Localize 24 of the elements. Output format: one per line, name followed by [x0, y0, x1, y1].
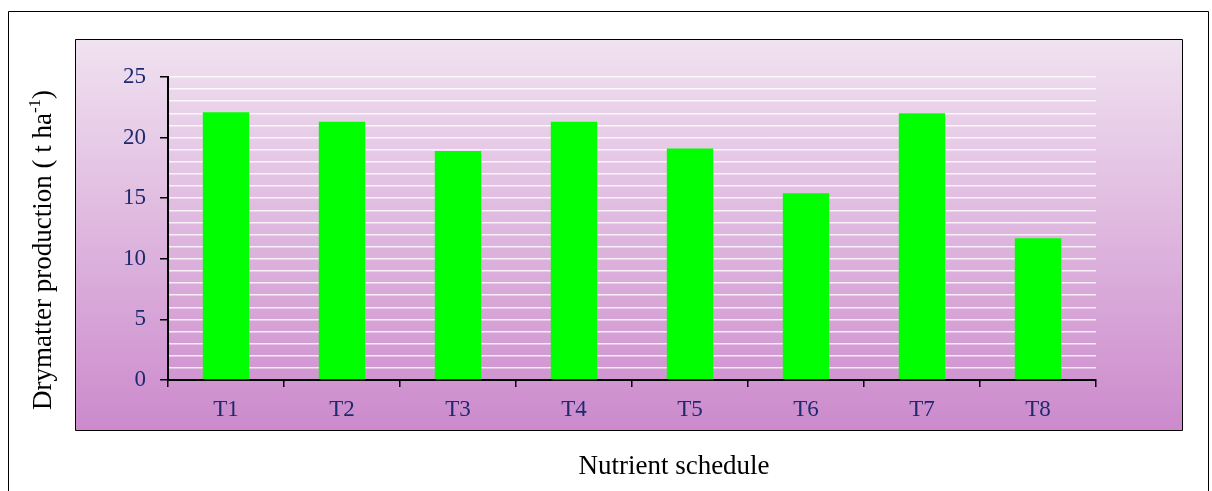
- bar: [782, 193, 830, 380]
- x-tick-label: T3: [445, 395, 471, 421]
- bar: [1014, 238, 1062, 380]
- y-tick-label: 5: [134, 305, 146, 331]
- x-axis-title: Nutrient schedule: [578, 450, 770, 481]
- bar: [666, 148, 714, 380]
- x-tick-label: T5: [677, 395, 703, 421]
- x-tick-label: T4: [561, 395, 588, 421]
- y-tick-label: 15: [123, 184, 146, 210]
- bar: [202, 112, 250, 380]
- x-tick-label: T1: [213, 395, 239, 421]
- x-tick-label: T8: [1025, 395, 1051, 421]
- bar: [898, 113, 946, 380]
- bar: [318, 121, 366, 380]
- x-tick-label: T7: [909, 395, 935, 421]
- y-axis-title: Drymatter production ( t ha-1): [24, 89, 58, 411]
- x-tick-label: T6: [793, 395, 819, 421]
- y-tick-label: 20: [123, 123, 146, 149]
- y-tick-label: 10: [123, 244, 146, 270]
- x-tick-label: T2: [329, 395, 355, 421]
- y-tick-label: 0: [134, 366, 146, 392]
- bar: [550, 121, 598, 380]
- bar: [434, 150, 482, 380]
- y-tick-label: 25: [123, 63, 146, 89]
